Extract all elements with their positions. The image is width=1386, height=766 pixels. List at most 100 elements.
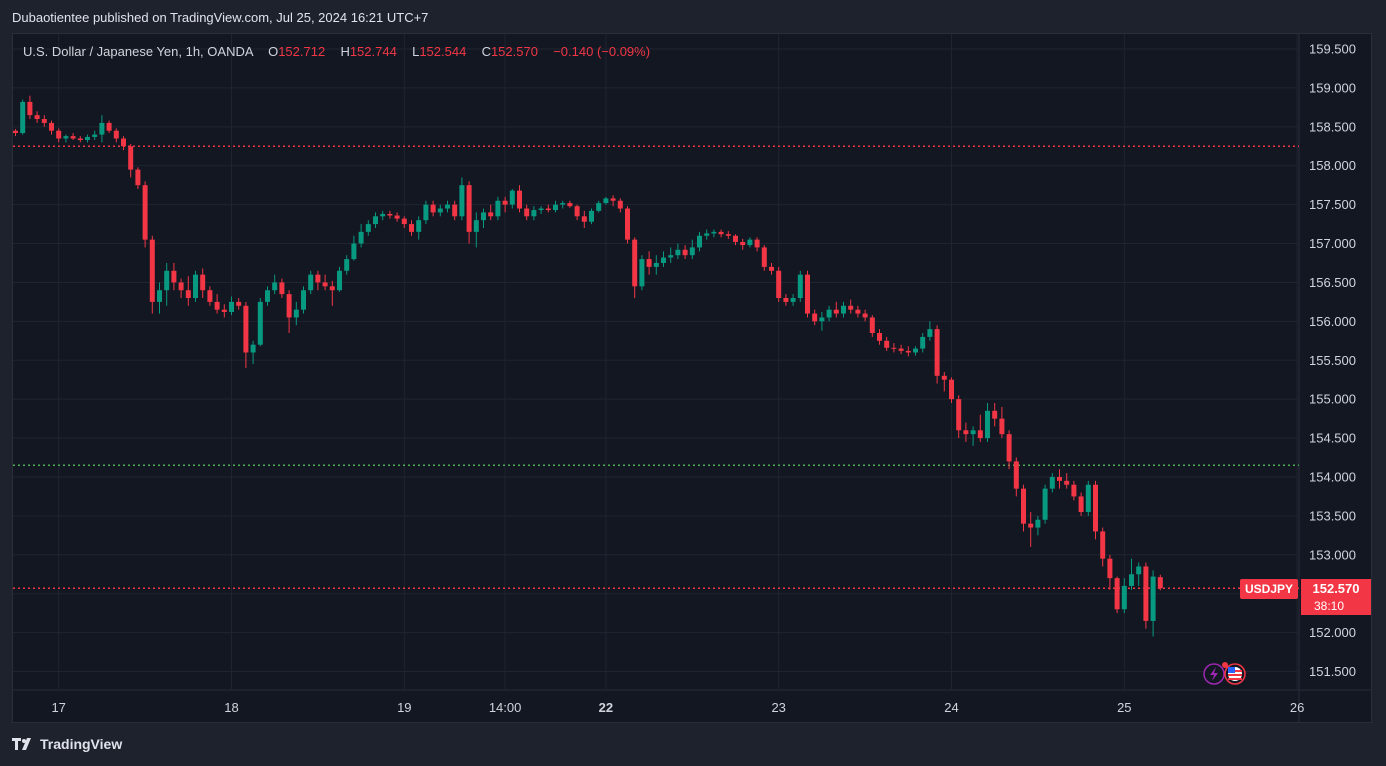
time-tick-label: 24 xyxy=(944,700,958,715)
lightning-event-icon[interactable] xyxy=(1203,663,1225,685)
candle-body xyxy=(250,344,256,353)
candle-body xyxy=(733,235,738,242)
tradingview-brand[interactable]: TradingView xyxy=(12,736,122,752)
candle-body xyxy=(322,282,328,287)
candle xyxy=(675,243,681,260)
candle xyxy=(315,270,321,291)
candle xyxy=(337,266,342,292)
candle-body xyxy=(992,410,998,419)
candle xyxy=(603,196,609,205)
candle xyxy=(610,195,616,207)
chart-panel[interactable]: 159.500 159.000 158.500 158.000 157.500 157.0… xyxy=(12,33,1372,723)
candle-body xyxy=(171,270,177,283)
horizontal-levels xyxy=(13,145,1299,589)
candle xyxy=(92,130,98,141)
candle-body xyxy=(704,233,710,236)
event-icons[interactable] xyxy=(1203,662,1246,685)
legend-close-label: C xyxy=(481,44,491,59)
candle xyxy=(358,224,364,248)
candle-body xyxy=(538,208,544,211)
candle xyxy=(891,343,897,353)
candle xyxy=(970,426,976,446)
candlestick-chart[interactable]: 159.500 159.000 158.500 158.000 157.500 157.0… xyxy=(13,34,1372,723)
candle xyxy=(790,294,796,306)
candle-body xyxy=(445,204,450,209)
candle xyxy=(106,120,112,134)
candle xyxy=(214,294,220,314)
candle xyxy=(963,422,969,442)
candle-body xyxy=(769,266,774,271)
candle xyxy=(416,216,422,240)
candle xyxy=(524,204,530,221)
candle xyxy=(1093,480,1098,540)
candle-body xyxy=(646,259,652,267)
candle xyxy=(668,247,674,263)
candle-body xyxy=(257,301,263,345)
candle-body xyxy=(308,274,314,291)
candle-body xyxy=(790,298,796,302)
candle xyxy=(1035,515,1041,536)
candle-body xyxy=(625,208,630,240)
candle-body xyxy=(229,301,234,313)
candle-body xyxy=(553,204,558,211)
candle xyxy=(488,204,494,221)
us-flag-event-icon[interactable] xyxy=(1222,662,1246,685)
candle-body xyxy=(711,231,717,234)
candle xyxy=(452,200,458,221)
candle-body xyxy=(956,399,962,431)
candle xyxy=(243,301,249,369)
candle xyxy=(185,276,191,306)
candle-body xyxy=(149,239,155,302)
candle xyxy=(466,181,472,244)
candle-body xyxy=(243,305,249,353)
price-tick-label: 156.000 xyxy=(1309,314,1356,329)
candle xyxy=(207,286,213,306)
candle-body xyxy=(1093,484,1098,532)
candle xyxy=(70,133,76,141)
candle xyxy=(769,262,774,275)
price-tick-label: 155.500 xyxy=(1309,353,1356,368)
legend-close-value: 152.570 xyxy=(490,44,538,59)
candle-body xyxy=(459,185,465,217)
candle xyxy=(128,143,134,178)
candle-body xyxy=(85,136,90,141)
candle xyxy=(927,321,933,341)
candle xyxy=(560,200,566,209)
candle-body xyxy=(898,348,904,351)
candle xyxy=(754,237,760,252)
candle xyxy=(1100,527,1106,567)
candle xyxy=(229,296,234,316)
candle xyxy=(1143,562,1149,629)
candle-body xyxy=(668,255,674,258)
candle xyxy=(992,403,998,427)
candle xyxy=(257,298,263,347)
time-axis[interactable]: 17 18 19 14:00 22 23 24 25 26 xyxy=(51,700,1304,715)
candle-body xyxy=(682,249,688,256)
candle-body xyxy=(121,138,126,147)
candle xyxy=(34,111,40,123)
candle-body xyxy=(826,309,832,318)
candle-body xyxy=(1157,577,1163,589)
price-tick-label: 158.000 xyxy=(1309,158,1356,173)
price-tick-label: 157.500 xyxy=(1309,197,1356,212)
candle-body xyxy=(862,313,868,318)
candle-body xyxy=(1057,476,1062,481)
candle xyxy=(1071,480,1077,501)
candle xyxy=(733,234,738,246)
candle xyxy=(682,245,688,260)
candle xyxy=(85,134,90,143)
candle-body xyxy=(603,198,609,204)
candle xyxy=(1085,480,1091,516)
publish-caption: Dubaotientee published on TradingView.co… xyxy=(12,10,429,25)
candle xyxy=(841,301,846,318)
candle-body xyxy=(286,294,292,318)
candle-body xyxy=(41,119,47,123)
time-tick-label: 22 xyxy=(599,700,613,715)
candle xyxy=(13,129,18,137)
ohlc-legend: U.S. Dollar / Japanese Yen, 1h, OANDA O1… xyxy=(23,44,650,59)
candle-body xyxy=(567,203,573,207)
time-tick-label: 18 xyxy=(224,700,238,715)
candle-body xyxy=(661,257,666,263)
candle xyxy=(351,235,357,261)
candle xyxy=(380,210,386,221)
